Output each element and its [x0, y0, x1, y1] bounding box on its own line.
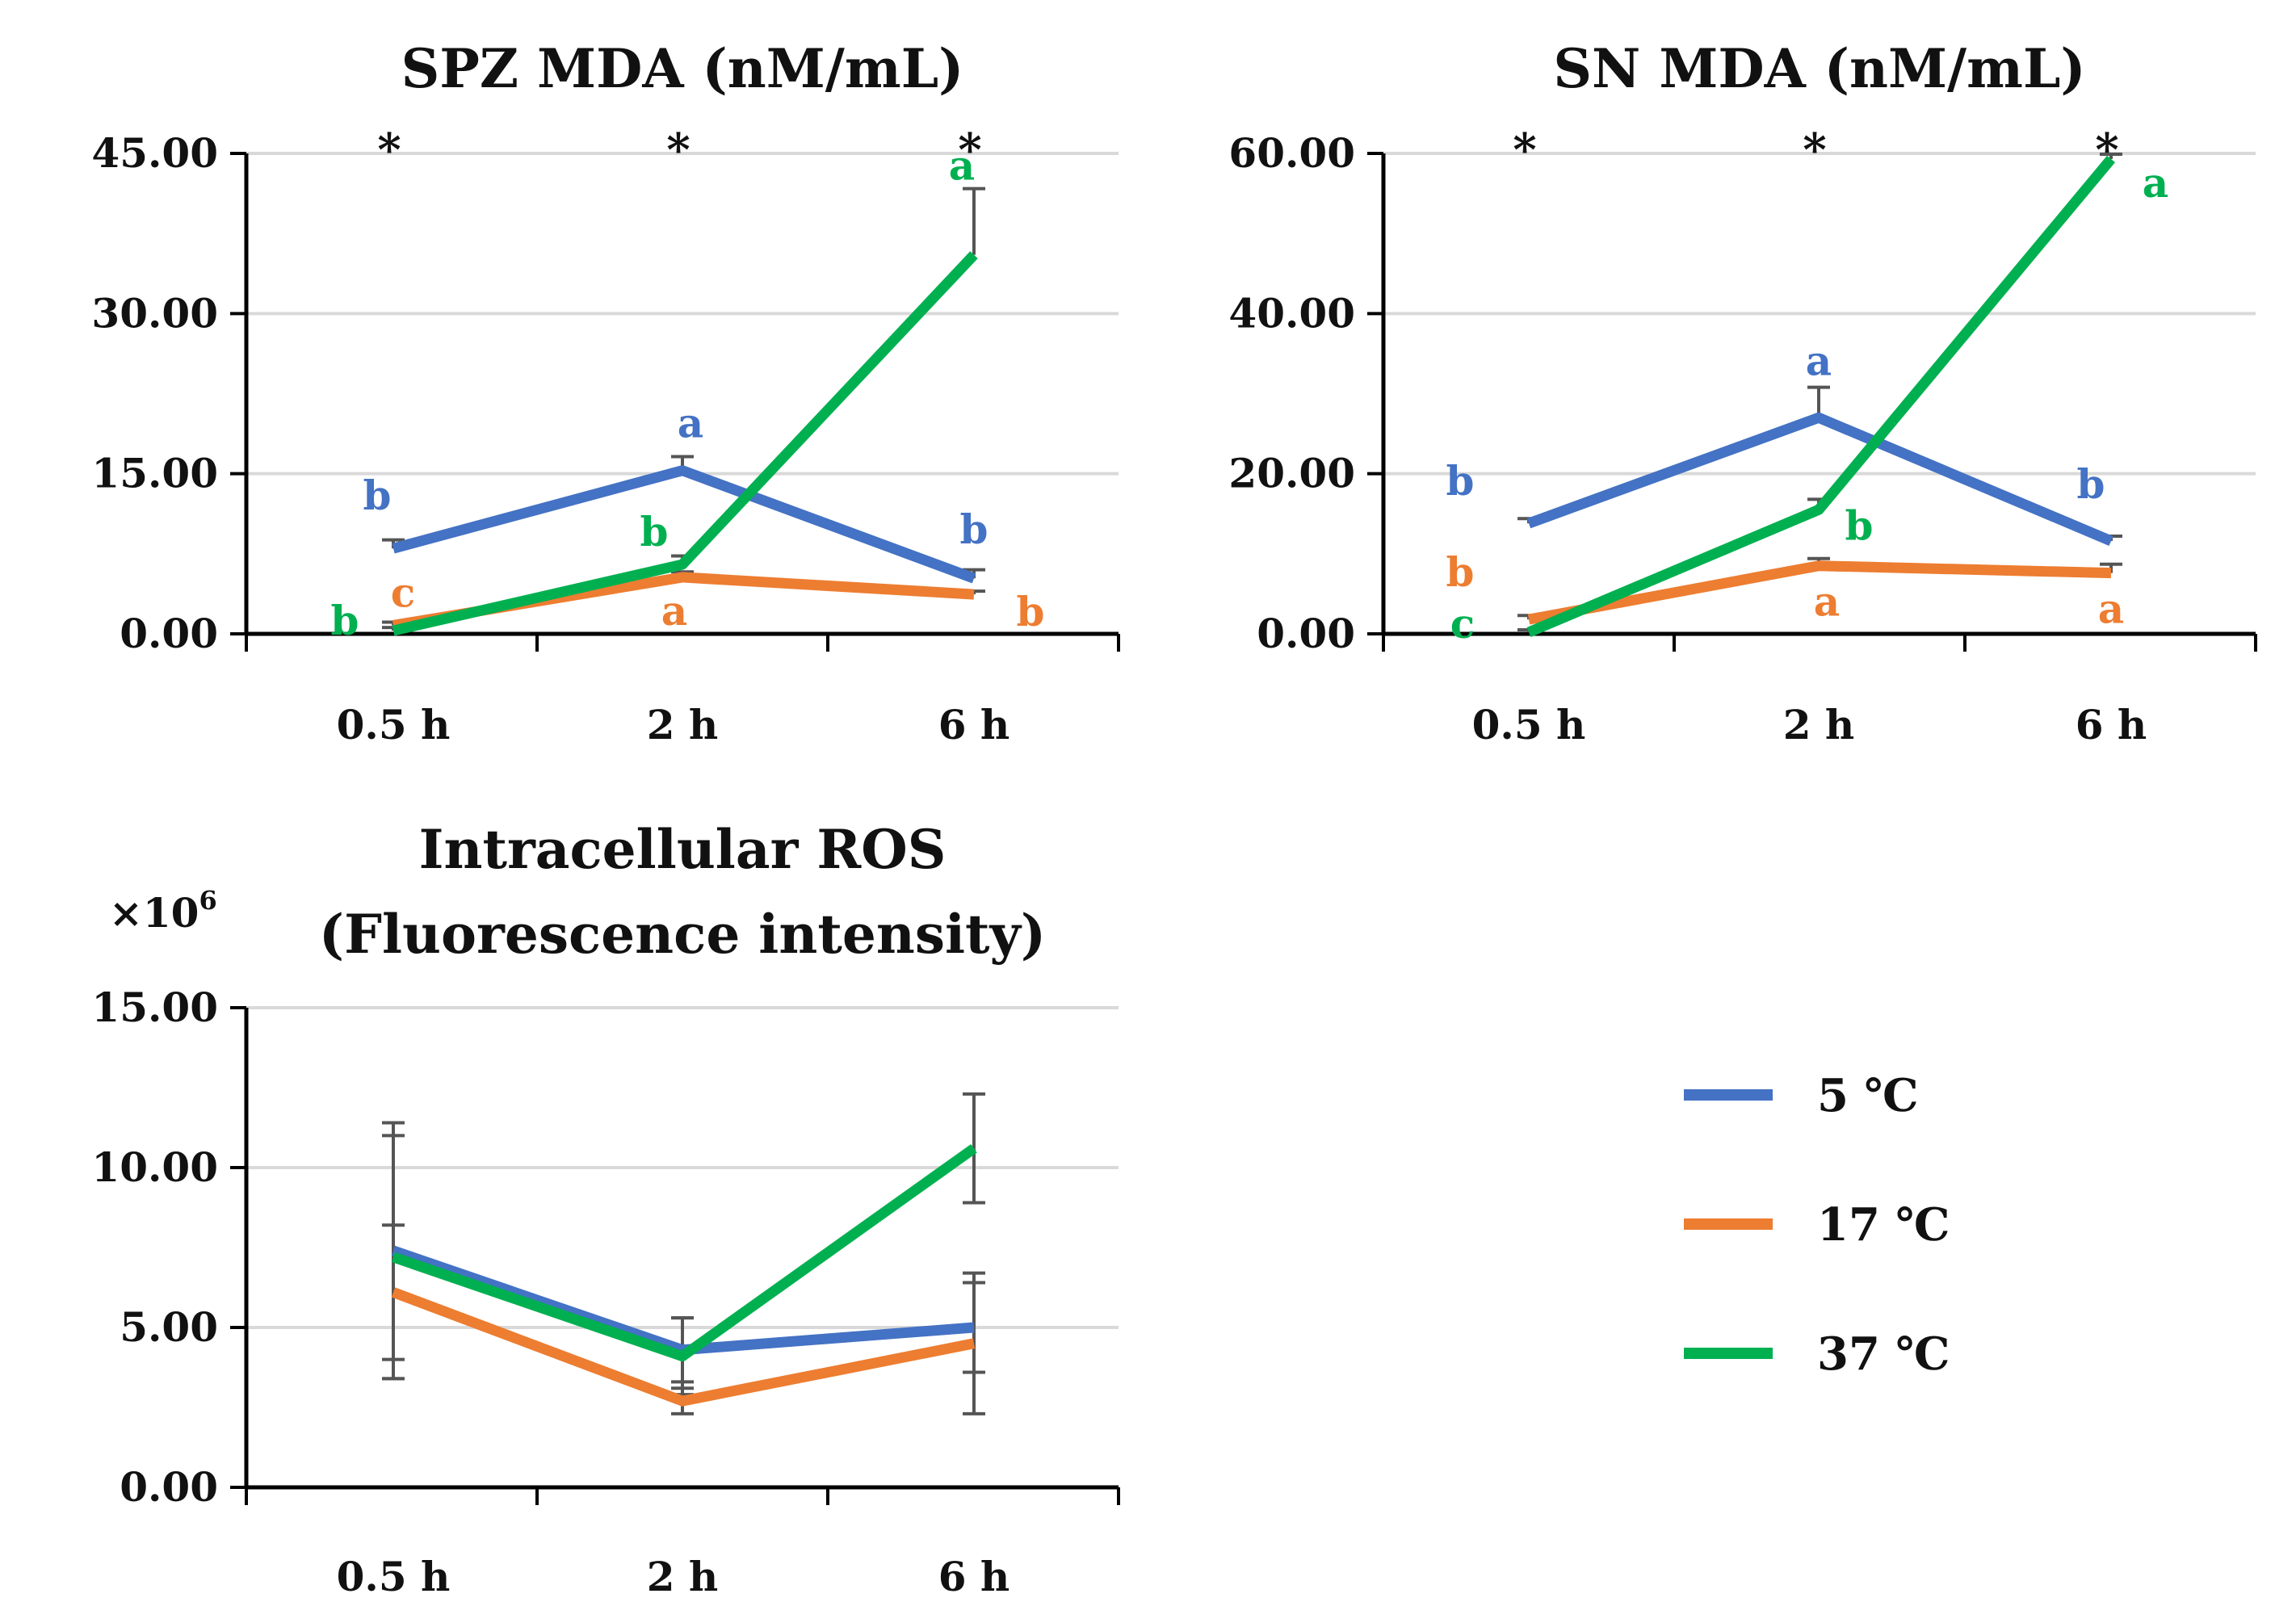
- series-line: [391, 1143, 977, 1362]
- y-tick-label: 5.00: [120, 1303, 218, 1351]
- series-line: [1527, 560, 2112, 625]
- significance-letter: b: [1446, 548, 1475, 596]
- chart-sn-mda: SN MDA (nM/mL) 0.00 20.00 40.00 60.00 0.5 h 2 …: [1228, 37, 2257, 749]
- chart-title: SPZ MDA (nM/mL): [401, 37, 964, 100]
- y-multiplier-exponent: 6: [199, 885, 216, 916]
- significance-letter: a: [678, 400, 703, 447]
- series-line: [1526, 412, 2113, 546]
- y-tick-label: 45.00: [91, 129, 218, 177]
- significance-letter: a: [661, 587, 687, 635]
- y-tick-label: 0.00: [120, 1463, 218, 1511]
- legend-label: 37 ℃: [1817, 1327, 1950, 1381]
- significance-star: *: [377, 124, 401, 177]
- significance-letter: c: [1450, 600, 1475, 648]
- x-tick-label: 6 h: [2076, 701, 2147, 749]
- series-line: [392, 251, 978, 636]
- significance-letter: b: [331, 597, 359, 644]
- y-tick-label: 15.00: [91, 450, 218, 497]
- significance-star: *: [1513, 124, 1536, 177]
- x-tick-label: 6 h: [938, 1553, 1010, 1600]
- x-tick-label: 2 h: [1783, 701, 1855, 749]
- x-tick-label: 2 h: [647, 1553, 719, 1600]
- y-tick-label: 0.00: [120, 610, 218, 657]
- significance-letter: b: [1446, 457, 1475, 505]
- significance-letter: b: [363, 472, 392, 519]
- significance-letter: a: [949, 142, 975, 190]
- series-line: [1526, 155, 2115, 638]
- x-tick-label: 0.5 h: [337, 701, 451, 749]
- y-tick-label: 60.00: [1228, 129, 1355, 177]
- x-tick-label: 6 h: [938, 701, 1010, 749]
- significance-letter: a: [2143, 159, 2168, 207]
- y-tick-label: 20.00: [1228, 450, 1355, 497]
- significance-letter: b: [1017, 588, 1045, 635]
- x-tick-label: 0.5 h: [337, 1553, 451, 1600]
- chart-spz-mda: SPZ MDA (nM/mL) 0.00 15.00 30.00 45.00 0.5 h 2…: [91, 37, 1120, 749]
- chart-title: (Fluorescence intensity): [319, 903, 1046, 966]
- legend-label: 17 ℃: [1817, 1198, 1950, 1252]
- significance-letter: a: [1806, 337, 1832, 384]
- y-tick-label: 15.00: [91, 983, 218, 1031]
- y-tick-label: 30.00: [91, 289, 218, 337]
- series-line: [391, 1287, 976, 1407]
- significance-letter: b: [640, 508, 669, 556]
- y-multiplier-label: ×106: [109, 885, 217, 937]
- series-line: [392, 465, 976, 584]
- significance-star: *: [1803, 124, 1826, 177]
- significance-star: *: [958, 124, 981, 177]
- y-tick-label: 10.00: [91, 1143, 218, 1191]
- x-tick-label: 2 h: [647, 701, 719, 749]
- x-tick-label: 0.5 h: [1472, 701, 1586, 749]
- significance-star: *: [666, 124, 690, 177]
- legend-label: 5 ℃: [1817, 1069, 1919, 1122]
- chart-title: Intracellular ROS: [419, 818, 947, 881]
- legend: 5 ℃ 17 ℃ 37 ℃: [1684, 1069, 1950, 1381]
- significance-letter: b: [960, 505, 988, 553]
- significance-letter: c: [391, 568, 415, 616]
- significance-letter: a: [1814, 578, 1840, 626]
- significance-letter: b: [2077, 460, 2105, 508]
- significance-letter: b: [1845, 501, 1874, 549]
- y-tick-label: 0.00: [1257, 610, 1355, 657]
- y-tick-label: 40.00: [1228, 289, 1355, 337]
- chart-title: SN MDA (nM/mL): [1553, 37, 2085, 100]
- significance-letter: a: [2098, 585, 2124, 633]
- chart-intracellular-ros: Intracellular ROS (Fluorescence intensity…: [91, 818, 1120, 1600]
